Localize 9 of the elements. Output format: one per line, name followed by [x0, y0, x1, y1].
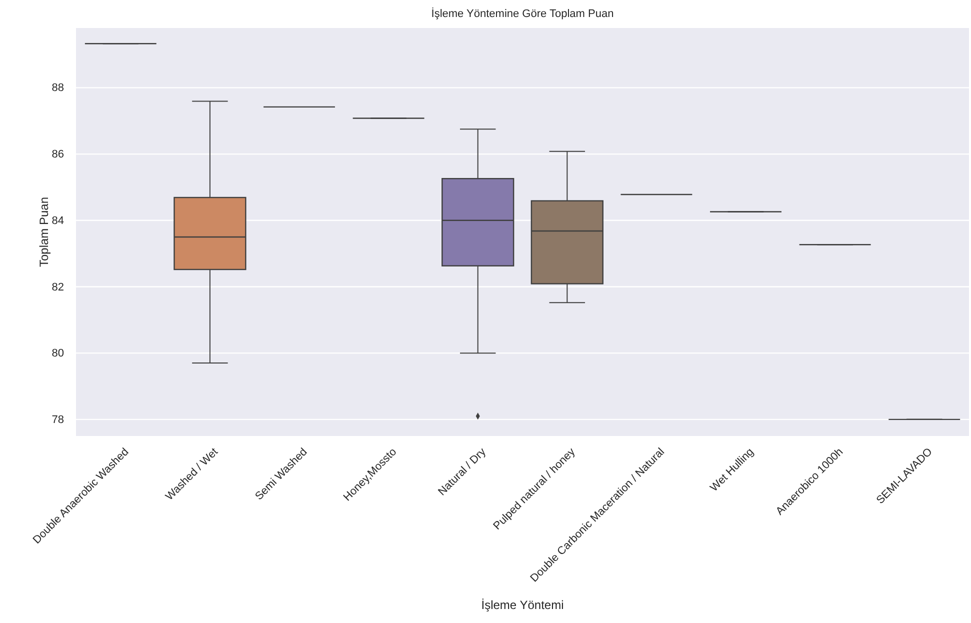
y-tick-label: 88 [52, 82, 64, 94]
y-tick-label: 84 [52, 214, 64, 227]
y-tick-label: 80 [52, 348, 64, 360]
y-axis-title: Toplam Puan [37, 196, 51, 268]
y-tick-label: 82 [52, 281, 64, 294]
chart-title: İşleme Yöntemine Göre Toplam Puan [431, 7, 614, 20]
y-tick-label: 78 [52, 414, 64, 426]
y-tick-label: 86 [52, 148, 64, 161]
x-axis-title: İşleme Yöntemi [481, 598, 564, 612]
